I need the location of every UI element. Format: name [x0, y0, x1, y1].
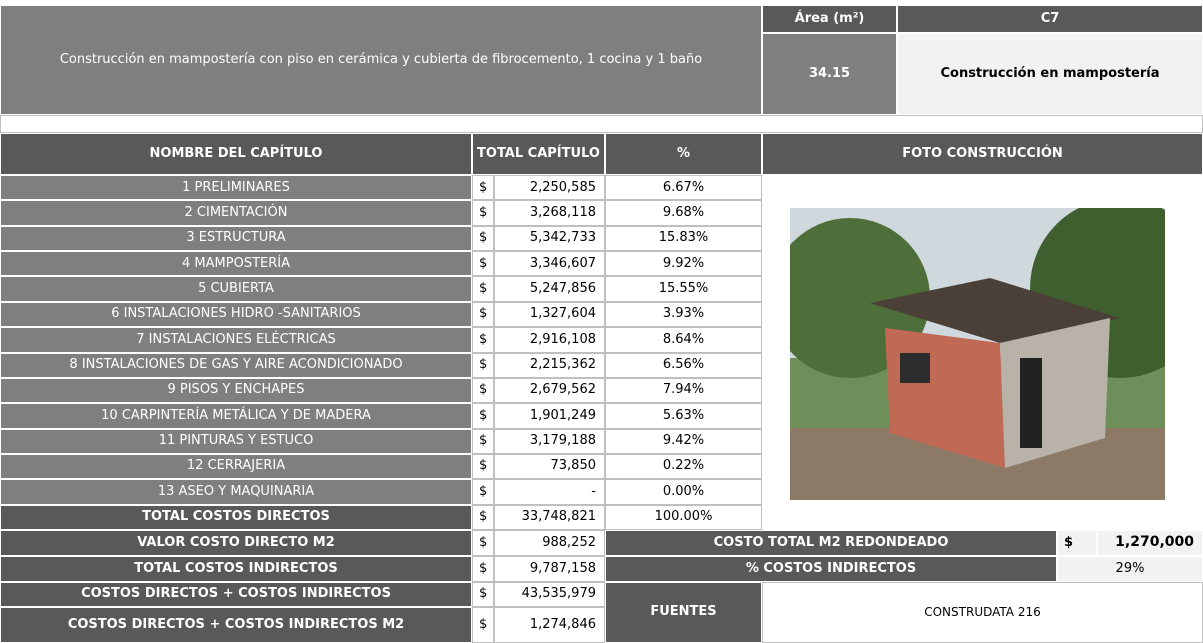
amount: -	[494, 479, 605, 505]
chapter-name: 9 PISOS Y ENCHAPES	[0, 377, 472, 404]
percent: 3.93%	[605, 301, 762, 328]
chapter-name: 7 INSTALACIONES ELÉCTRICAS	[0, 327, 472, 353]
amount: 9,787,158	[494, 556, 605, 582]
type: Construcción en mampostería	[897, 33, 1203, 115]
summary-name: TOTAL COSTOS INDIRECTOS	[0, 556, 472, 582]
column-header: FOTO CONSTRUCCIÓN	[762, 133, 1203, 175]
column-header: TOTAL CAPÍTULO	[472, 133, 605, 175]
construction-photo	[790, 208, 1165, 500]
currency: $	[472, 225, 494, 252]
summary-name: COSTOS DIRECTOS + COSTOS INDIRECTOS M2	[0, 607, 472, 643]
amount: 2,916,108	[494, 327, 605, 353]
amount: 43,535,979	[494, 582, 605, 607]
chapter-name: 13 ASEO Y MAQUINARIA	[0, 479, 472, 505]
percent: 15.55%	[605, 276, 762, 302]
rounded-label: COSTO TOTAL M2 REDONDEADO	[605, 530, 1057, 556]
currency: $	[1057, 530, 1097, 556]
chapter-name: 12 CERRAJERIA	[0, 453, 472, 480]
percent: 9.42%	[605, 428, 762, 454]
amount: 1,327,604	[494, 301, 605, 328]
chapter-name: 5 CUBIERTA	[0, 276, 472, 302]
currency: $	[472, 504, 494, 531]
summary-name: VALOR COSTO DIRECTO M2	[0, 530, 472, 556]
currency: $	[472, 556, 494, 582]
currency: $	[472, 428, 494, 454]
percent: 7.94%	[605, 377, 762, 404]
spacer	[0, 115, 1203, 133]
chapter-name: 2 CIMENTACIÓN	[0, 200, 472, 226]
chapter-name: 1 PRELIMINARES	[0, 175, 472, 201]
currency: $	[472, 453, 494, 480]
percent: 9.68%	[605, 200, 762, 226]
chapter-name: 4 MAMPOSTERÍA	[0, 251, 472, 277]
amount: 1,274,846	[494, 607, 605, 643]
currency: $	[472, 175, 494, 201]
total-percent: 100.00%	[605, 504, 762, 531]
chapter-name: 8 INSTALACIONES DE GAS Y AIRE ACONDICION…	[0, 352, 472, 378]
chapter-name: 10 CARPINTERÍA METÁLICA Y DE MADERA	[0, 403, 472, 429]
percent: 6.56%	[605, 352, 762, 378]
code: C7	[897, 5, 1203, 33]
amount: 3,179,188	[494, 428, 605, 454]
currency: $	[472, 200, 494, 226]
currency: $	[472, 276, 494, 302]
currency: $	[472, 377, 494, 404]
chapter-name: 11 PINTURAS Y ESTUCO	[0, 428, 472, 454]
percent: 0.22%	[605, 453, 762, 480]
description: Construcción en mampostería con piso en …	[0, 5, 762, 115]
amount: 1,901,249	[494, 403, 605, 429]
indirect-label: % COSTOS INDIRECTOS	[605, 556, 1057, 582]
amount: 2,250,585	[494, 175, 605, 201]
chapter-name: 6 INSTALACIONES HIDRO -SANITARIOS	[0, 301, 472, 328]
sources: CONSTRUDATA 216	[762, 582, 1203, 643]
percent: 8.64%	[605, 327, 762, 353]
percent: 6.67%	[605, 175, 762, 201]
amount: 988,252	[494, 530, 605, 556]
currency: $	[472, 530, 494, 556]
amount: 5,342,733	[494, 225, 605, 252]
amount: 2,679,562	[494, 377, 605, 404]
column-header: %	[605, 133, 762, 175]
amount: 3,268,118	[494, 200, 605, 226]
currency: $	[472, 327, 494, 353]
percent: 15.83%	[605, 225, 762, 252]
rounded-value: 1,270,000	[1097, 530, 1203, 556]
amount: 33,748,821	[494, 504, 605, 531]
amount: 3,346,607	[494, 251, 605, 277]
percent: 9.92%	[605, 251, 762, 277]
sources-label: FUENTES	[605, 582, 762, 643]
amount: 5,247,856	[494, 276, 605, 302]
currency: $	[472, 607, 494, 643]
currency: $	[472, 352, 494, 378]
area: 34.15	[762, 33, 897, 115]
column-header: NOMBRE DEL CAPÍTULO	[0, 133, 472, 175]
indirect-value: 29%	[1057, 556, 1203, 582]
chapter-name: 3 ESTRUCTURA	[0, 225, 472, 252]
area-label: Área (m²)	[762, 5, 897, 33]
percent: 0.00%	[605, 479, 762, 505]
currency: $	[472, 479, 494, 505]
amount: 73,850	[494, 453, 605, 480]
percent: 5.63%	[605, 403, 762, 429]
amount: 2,215,362	[494, 352, 605, 378]
currency: $	[472, 403, 494, 429]
currency: $	[472, 251, 494, 277]
summary-name: COSTOS DIRECTOS + COSTOS INDIRECTOS	[0, 582, 472, 607]
total-name: TOTAL COSTOS DIRECTOS	[0, 504, 472, 531]
currency: $	[472, 582, 494, 607]
currency: $	[472, 301, 494, 328]
